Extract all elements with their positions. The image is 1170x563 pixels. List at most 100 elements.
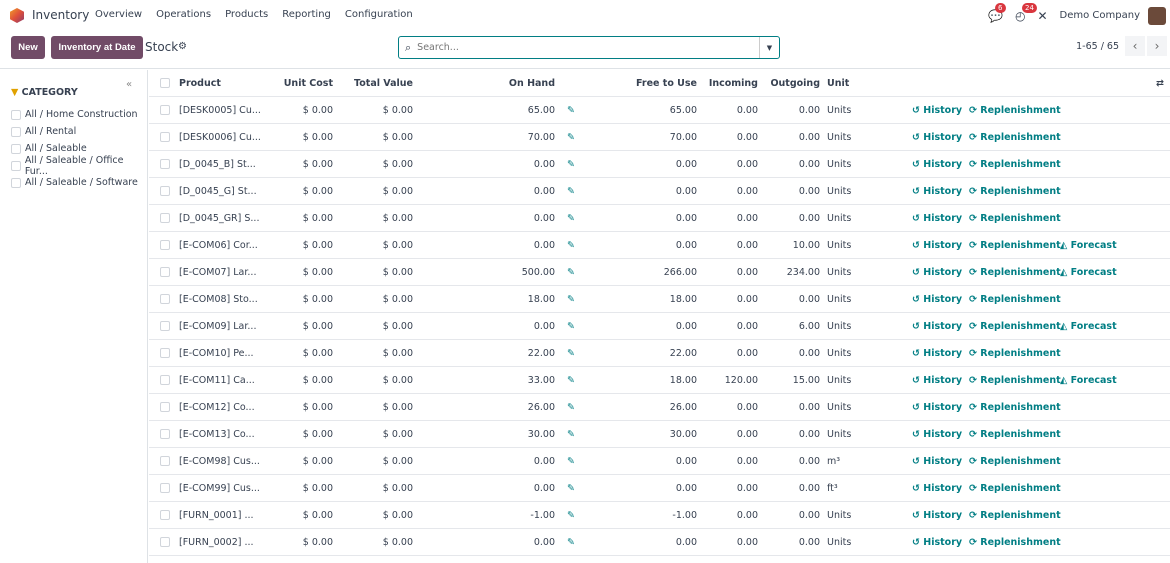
search-options-toggle[interactable]: ▼ xyxy=(759,37,779,58)
category-checkbox[interactable] xyxy=(11,160,21,171)
table-row[interactable]: [FURN_0001] ... $ 0.00 $ 0.00 -1.00 ✎ -1… xyxy=(149,502,1170,529)
replenishment-button[interactable]: ⟳ Replenishment xyxy=(969,429,1061,440)
replenishment-button[interactable]: ⟳ Replenishment xyxy=(969,105,1061,116)
table-row[interactable]: [E-COM08] Sto... $ 0.00 $ 0.00 18.00 ✎ 1… xyxy=(149,286,1170,313)
activities-icon[interactable]: ◴ 24 xyxy=(1015,2,1037,23)
history-button[interactable]: ↺ History xyxy=(912,294,962,305)
row-checkbox[interactable] xyxy=(160,510,170,520)
optional-columns-icon[interactable]: ⇄ xyxy=(1156,78,1164,89)
row-checkbox[interactable] xyxy=(160,483,170,493)
history-button[interactable]: ↺ History xyxy=(912,186,962,197)
table-row[interactable]: [DESK0005] Cu... $ 0.00 $ 0.00 65.00 ✎ 6… xyxy=(149,97,1170,124)
edit-quantity-icon[interactable]: ✎ xyxy=(567,537,575,548)
row-checkbox[interactable] xyxy=(160,105,170,115)
row-checkbox[interactable] xyxy=(160,321,170,331)
app-logo-icon[interactable] xyxy=(10,8,24,23)
table-row[interactable]: [E-COM98] Cus... $ 0.00 $ 0.00 0.00 ✎ 0.… xyxy=(149,448,1170,475)
pager-previous-icon[interactable]: ‹ xyxy=(1125,36,1145,56)
replenishment-button[interactable]: ⟳ Replenishment xyxy=(969,294,1061,305)
search-input[interactable] xyxy=(417,42,759,53)
messages-icon[interactable]: 💬 6 xyxy=(988,2,1006,23)
category-checkbox[interactable] xyxy=(11,109,21,120)
menu-configuration[interactable]: Configuration xyxy=(344,9,413,20)
table-row[interactable]: [E-COM06] Cor... $ 0.00 $ 0.00 0.00 ✎ 0.… xyxy=(149,232,1170,259)
table-row[interactable]: [E-COM11] Ca... $ 0.00 $ 0.00 33.00 ✎ 18… xyxy=(149,367,1170,394)
replenishment-button[interactable]: ⟳ Replenishment xyxy=(969,321,1061,332)
replenishment-button[interactable]: ⟳ Replenishment xyxy=(969,132,1061,143)
replenishment-button[interactable]: ⟳ Replenishment xyxy=(969,267,1061,278)
edit-quantity-icon[interactable]: ✎ xyxy=(567,213,575,224)
table-row[interactable]: [E-COM12] Co... $ 0.00 $ 0.00 26.00 ✎ 26… xyxy=(149,394,1170,421)
row-checkbox[interactable] xyxy=(160,186,170,196)
table-row[interactable]: [DESK0006] Cu... $ 0.00 $ 0.00 70.00 ✎ 7… xyxy=(149,124,1170,151)
history-button[interactable]: ↺ History xyxy=(912,348,962,359)
table-row[interactable]: [E-COM10] Pe... $ 0.00 $ 0.00 22.00 ✎ 22… xyxy=(149,340,1170,367)
menu-reporting[interactable]: Reporting xyxy=(282,9,331,20)
category-checkbox[interactable] xyxy=(11,143,21,154)
history-button[interactable]: ↺ History xyxy=(912,240,962,251)
history-button[interactable]: ↺ History xyxy=(912,321,962,332)
replenishment-button[interactable]: ⟳ Replenishment xyxy=(969,348,1061,359)
row-checkbox[interactable] xyxy=(160,267,170,277)
gear-icon[interactable]: ⚙ xyxy=(178,41,187,52)
row-checkbox[interactable] xyxy=(160,159,170,169)
edit-quantity-icon[interactable]: ✎ xyxy=(567,483,575,494)
table-row[interactable]: [E-COM07] Lar... $ 0.00 $ 0.00 500.00 ✎ … xyxy=(149,259,1170,286)
edit-quantity-icon[interactable]: ✎ xyxy=(567,348,575,359)
avatar[interactable] xyxy=(1148,6,1166,25)
table-row[interactable]: [D_0045_G] St... $ 0.00 $ 0.00 0.00 ✎ 0.… xyxy=(149,178,1170,205)
col-free-to-use[interactable]: Free to Use xyxy=(636,78,697,89)
pager-next-icon[interactable]: › xyxy=(1147,36,1167,56)
edit-quantity-icon[interactable]: ✎ xyxy=(567,456,575,467)
edit-quantity-icon[interactable]: ✎ xyxy=(567,159,575,170)
history-button[interactable]: ↺ History xyxy=(912,402,962,413)
history-button[interactable]: ↺ History xyxy=(912,510,962,521)
select-all-checkbox[interactable] xyxy=(160,78,170,88)
table-row[interactable]: [E-COM99] Cus... $ 0.00 $ 0.00 0.00 ✎ 0.… xyxy=(149,475,1170,502)
edit-quantity-icon[interactable]: ✎ xyxy=(567,267,575,278)
col-unit-cost[interactable]: Unit Cost xyxy=(283,78,333,89)
tools-icon[interactable]: ✕ xyxy=(1037,8,1048,23)
menu-products[interactable]: Products xyxy=(225,9,269,20)
forecast-button[interactable]: ◭ Forecast xyxy=(1060,375,1117,386)
row-checkbox[interactable] xyxy=(160,429,170,439)
replenishment-button[interactable]: ⟳ Replenishment xyxy=(969,375,1061,386)
history-button[interactable]: ↺ History xyxy=(912,483,962,494)
app-name[interactable]: Inventory xyxy=(32,8,90,22)
replenishment-button[interactable]: ⟳ Replenishment xyxy=(969,456,1061,467)
company-switcher[interactable]: Demo Company xyxy=(1059,10,1140,21)
edit-quantity-icon[interactable]: ✎ xyxy=(567,321,575,332)
row-checkbox[interactable] xyxy=(160,402,170,412)
edit-quantity-icon[interactable]: ✎ xyxy=(567,402,575,413)
category-item[interactable]: All / Saleable xyxy=(11,140,147,157)
row-checkbox[interactable] xyxy=(160,375,170,385)
replenishment-button[interactable]: ⟳ Replenishment xyxy=(969,159,1061,170)
category-checkbox[interactable] xyxy=(11,177,21,188)
inventory-at-date-button[interactable]: Inventory at Date xyxy=(51,36,143,59)
col-total-value[interactable]: Total Value xyxy=(354,78,413,89)
menu-operations[interactable]: Operations xyxy=(156,9,212,20)
history-button[interactable]: ↺ History xyxy=(912,375,962,386)
replenishment-button[interactable]: ⟳ Replenishment xyxy=(969,483,1061,494)
table-row[interactable]: [E-COM13] Co... $ 0.00 $ 0.00 30.00 ✎ 30… xyxy=(149,421,1170,448)
category-item[interactable]: All / Saleable / Office Fur... xyxy=(11,155,147,177)
row-checkbox[interactable] xyxy=(160,294,170,304)
edit-quantity-icon[interactable]: ✎ xyxy=(567,240,575,251)
col-outgoing[interactable]: Outgoing xyxy=(770,78,820,89)
new-button[interactable]: New xyxy=(11,36,45,59)
history-button[interactable]: ↺ History xyxy=(912,132,962,143)
edit-quantity-icon[interactable]: ✎ xyxy=(567,510,575,521)
table-row[interactable]: [FURN_0002] ... $ 0.00 $ 0.00 0.00 ✎ 0.0… xyxy=(149,529,1170,556)
history-button[interactable]: ↺ History xyxy=(912,213,962,224)
replenishment-button[interactable]: ⟳ Replenishment xyxy=(969,510,1061,521)
edit-quantity-icon[interactable]: ✎ xyxy=(567,375,575,386)
forecast-button[interactable]: ◭ Forecast xyxy=(1060,321,1117,332)
table-row[interactable]: [E-COM09] Lar... $ 0.00 $ 0.00 0.00 ✎ 0.… xyxy=(149,313,1170,340)
edit-quantity-icon[interactable]: ✎ xyxy=(567,105,575,116)
replenishment-button[interactable]: ⟳ Replenishment xyxy=(969,402,1061,413)
history-button[interactable]: ↺ History xyxy=(912,537,962,548)
replenishment-button[interactable]: ⟳ Replenishment xyxy=(969,186,1061,197)
menu-overview[interactable]: Overview xyxy=(95,9,143,20)
row-checkbox[interactable] xyxy=(160,456,170,466)
row-checkbox[interactable] xyxy=(160,240,170,250)
